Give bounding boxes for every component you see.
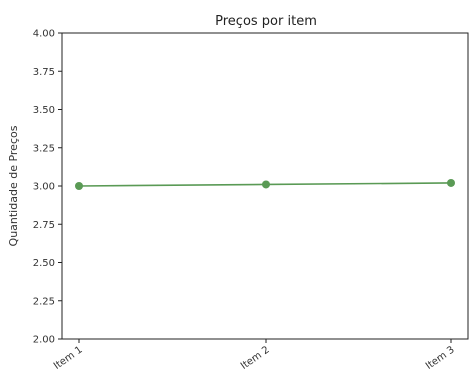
y-axis: 2.00 2.25 2.50 2.75 3.00 3.25 3.50 3.75 4.00 xyxy=(33,29,62,346)
x-tick-label: Item 3 xyxy=(424,344,457,371)
y-tick-label: 3.25 xyxy=(33,143,55,154)
y-axis-title: Quantidade de Preços xyxy=(7,125,20,246)
y-tick-label: 3.75 xyxy=(33,67,55,78)
x-axis: Item 1 Item 2 Item 3 xyxy=(52,339,457,371)
y-tick-label: 4.00 xyxy=(33,29,55,40)
data-point xyxy=(447,178,455,187)
y-tick-label: 3.50 xyxy=(33,105,55,116)
data-point xyxy=(75,182,83,190)
y-tick-label: 2.00 xyxy=(33,335,55,346)
x-tick-label: Item 1 xyxy=(52,344,85,371)
chart-title: Preços por item xyxy=(215,14,317,29)
y-tick-label: 2.25 xyxy=(33,296,55,307)
y-tick-label: 3.00 xyxy=(33,182,55,193)
data-point xyxy=(262,180,270,189)
y-tick-label: 2.75 xyxy=(33,220,55,231)
y-tick-label: 2.50 xyxy=(33,258,55,269)
x-tick-label: Item 2 xyxy=(239,344,272,371)
series-layer xyxy=(75,178,455,190)
